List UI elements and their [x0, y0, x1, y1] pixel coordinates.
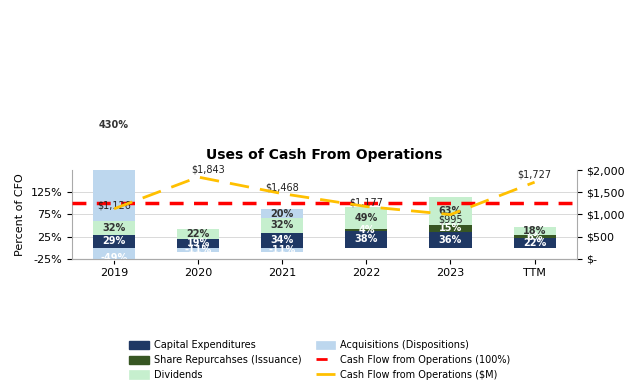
Y-axis label: Percent of CFO: Percent of CFO	[15, 173, 25, 256]
Legend: Capital Expenditures, Share Repurcahses (Issuance), Dividends, Acquisitions (Dis: Capital Expenditures, Share Repurcahses …	[125, 335, 515, 385]
Bar	[93, 235, 135, 247]
Bar	[93, 220, 135, 235]
Bar	[513, 238, 556, 247]
Bar	[177, 229, 220, 239]
Text: 29%: 29%	[102, 236, 125, 246]
Bar	[346, 229, 387, 231]
Bar	[93, 30, 135, 220]
Text: $1,126: $1,126	[97, 200, 131, 210]
Bar	[93, 247, 135, 269]
Text: $1,468: $1,468	[266, 183, 299, 193]
Text: 34%: 34%	[271, 235, 294, 245]
Text: 4%: 4%	[358, 225, 374, 235]
Text: -11%: -11%	[184, 245, 212, 255]
Bar	[429, 225, 472, 232]
Title: Uses of Cash From Operations: Uses of Cash From Operations	[206, 148, 442, 162]
Text: 49%: 49%	[355, 213, 378, 223]
Text: 18%: 18%	[523, 226, 547, 236]
Text: $1,843: $1,843	[191, 165, 225, 175]
Text: $1,727: $1,727	[518, 170, 552, 179]
Text: 32%: 32%	[271, 220, 294, 230]
Text: 22%: 22%	[186, 229, 210, 239]
Text: 63%: 63%	[439, 206, 462, 216]
Text: 6%: 6%	[526, 232, 543, 242]
Bar	[177, 247, 220, 252]
Text: 15%: 15%	[439, 223, 462, 233]
Text: $995: $995	[438, 215, 463, 224]
Text: -49%: -49%	[100, 254, 128, 263]
Bar	[429, 232, 472, 247]
Text: 38%: 38%	[355, 234, 378, 244]
Bar	[346, 231, 387, 247]
Bar	[261, 247, 303, 252]
Bar	[346, 207, 387, 229]
Bar	[177, 239, 220, 247]
Text: 36%: 36%	[439, 235, 462, 245]
Text: $1,177: $1,177	[349, 197, 383, 207]
Bar	[513, 227, 556, 235]
Bar	[261, 218, 303, 232]
Text: -11%: -11%	[269, 245, 296, 255]
Text: 20%: 20%	[271, 209, 294, 219]
Text: 22%: 22%	[523, 238, 546, 248]
Text: 32%: 32%	[102, 223, 125, 233]
Text: 19%: 19%	[186, 239, 210, 248]
Bar	[513, 235, 556, 238]
Bar	[261, 210, 303, 218]
Bar	[261, 232, 303, 247]
Bar	[429, 197, 472, 225]
Text: 430%: 430%	[99, 120, 129, 130]
